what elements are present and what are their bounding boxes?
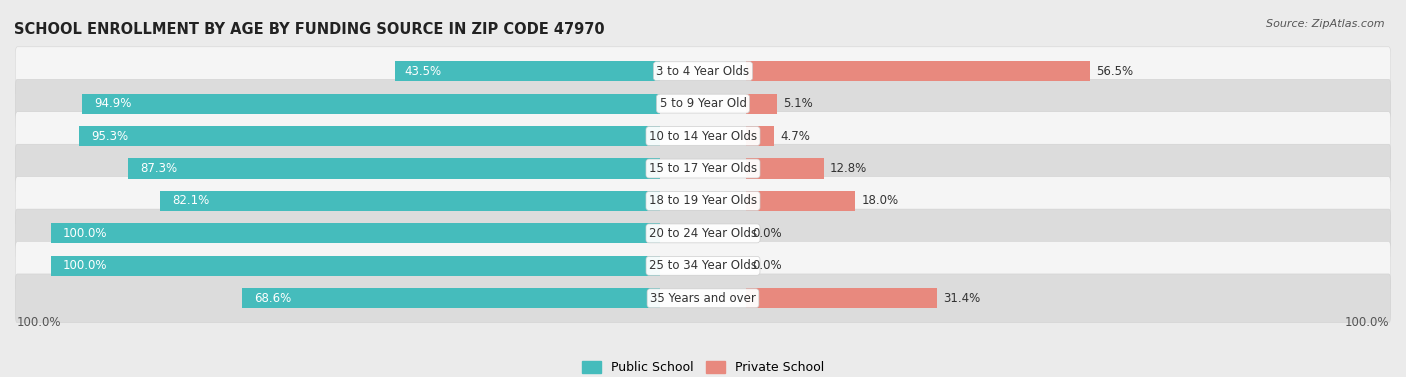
FancyBboxPatch shape	[15, 79, 1391, 128]
Text: 20 to 24 Year Olds: 20 to 24 Year Olds	[650, 227, 756, 240]
FancyBboxPatch shape	[15, 144, 1391, 193]
Text: 95.3%: 95.3%	[91, 130, 128, 143]
Text: 68.6%: 68.6%	[254, 292, 291, 305]
Bar	[242, 288, 661, 308]
Text: 100.0%: 100.0%	[17, 316, 62, 329]
Bar	[395, 61, 661, 81]
Text: 5.1%: 5.1%	[783, 97, 813, 110]
Text: 100.0%: 100.0%	[1344, 316, 1389, 329]
Text: 4.7%: 4.7%	[780, 130, 810, 143]
Text: 82.1%: 82.1%	[172, 195, 209, 207]
Text: 10 to 14 Year Olds: 10 to 14 Year Olds	[650, 130, 756, 143]
Bar	[128, 158, 661, 179]
FancyBboxPatch shape	[15, 242, 1391, 290]
FancyBboxPatch shape	[15, 209, 1391, 258]
Text: 3 to 4 Year Olds: 3 to 4 Year Olds	[657, 65, 749, 78]
Legend: Public School, Private School: Public School, Private School	[576, 356, 830, 377]
Text: 87.3%: 87.3%	[141, 162, 177, 175]
Bar	[745, 191, 855, 211]
Bar	[745, 288, 938, 308]
Bar	[160, 191, 661, 211]
FancyBboxPatch shape	[15, 112, 1391, 160]
FancyBboxPatch shape	[15, 176, 1391, 225]
Text: 94.9%: 94.9%	[94, 97, 131, 110]
Text: 0.0%: 0.0%	[752, 259, 782, 272]
Text: 35 Years and over: 35 Years and over	[650, 292, 756, 305]
Text: 100.0%: 100.0%	[63, 227, 107, 240]
Bar	[51, 256, 661, 276]
Bar	[745, 158, 824, 179]
Bar	[82, 93, 661, 114]
Text: 31.4%: 31.4%	[943, 292, 980, 305]
Text: 100.0%: 100.0%	[63, 259, 107, 272]
Text: 18.0%: 18.0%	[862, 195, 898, 207]
Text: 12.8%: 12.8%	[830, 162, 868, 175]
Bar	[79, 126, 661, 146]
Text: 15 to 17 Year Olds: 15 to 17 Year Olds	[650, 162, 756, 175]
Text: 5 to 9 Year Old: 5 to 9 Year Old	[659, 97, 747, 110]
Bar	[745, 93, 776, 114]
Text: 0.0%: 0.0%	[752, 227, 782, 240]
Text: Source: ZipAtlas.com: Source: ZipAtlas.com	[1267, 19, 1385, 29]
FancyBboxPatch shape	[15, 47, 1391, 95]
Bar	[745, 61, 1090, 81]
Bar	[745, 126, 775, 146]
Text: SCHOOL ENROLLMENT BY AGE BY FUNDING SOURCE IN ZIP CODE 47970: SCHOOL ENROLLMENT BY AGE BY FUNDING SOUR…	[14, 22, 605, 37]
Text: 18 to 19 Year Olds: 18 to 19 Year Olds	[650, 195, 756, 207]
Text: 25 to 34 Year Olds: 25 to 34 Year Olds	[650, 259, 756, 272]
FancyBboxPatch shape	[15, 274, 1391, 323]
Text: 43.5%: 43.5%	[405, 65, 441, 78]
Bar	[51, 223, 661, 244]
Text: 56.5%: 56.5%	[1097, 65, 1133, 78]
